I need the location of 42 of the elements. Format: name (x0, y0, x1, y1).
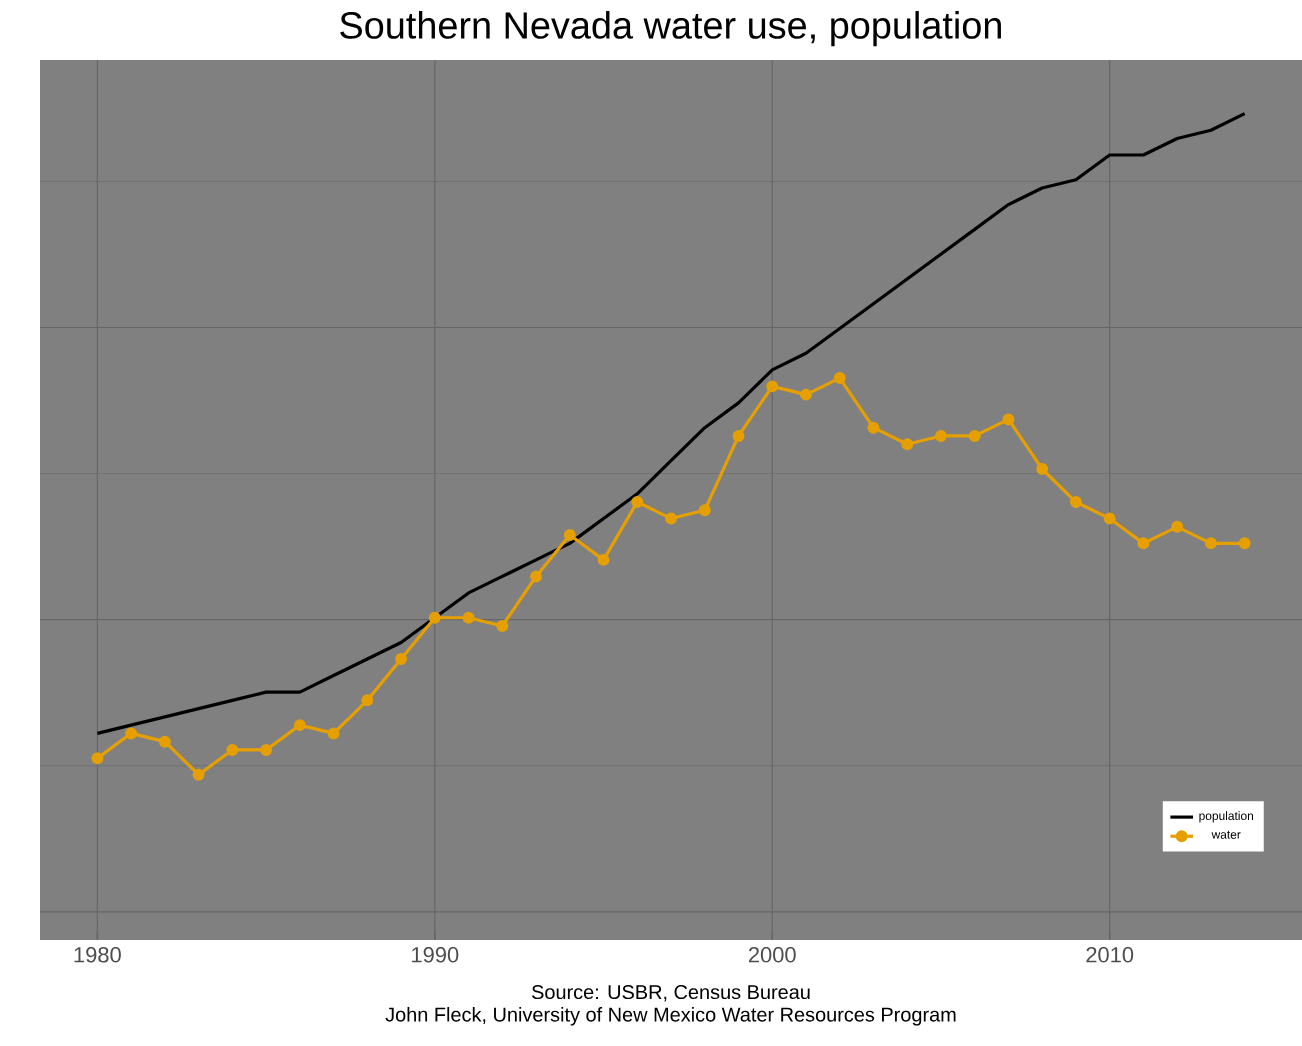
source-note: Source: USBR, Census Bureau (532, 985, 810, 1002)
point (631, 496, 644, 509)
x-tick-label: 1990 (412, 947, 459, 963)
point (1171, 520, 1184, 533)
x-tick-label: 1980 (74, 947, 121, 963)
point (158, 735, 171, 748)
point (125, 727, 138, 740)
point (732, 429, 745, 442)
point (766, 380, 779, 393)
point (91, 752, 104, 765)
point (462, 611, 475, 624)
point (1002, 413, 1015, 426)
point (428, 611, 441, 624)
point (361, 694, 374, 707)
point (192, 768, 205, 781)
point (934, 429, 947, 442)
x-tick-label: 2000 (748, 947, 796, 963)
point (867, 421, 880, 434)
point (395, 653, 408, 666)
point (665, 512, 677, 525)
point (293, 719, 306, 732)
point (1069, 496, 1082, 509)
point (226, 743, 239, 756)
x-tick-label: 2010 (1086, 947, 1134, 963)
point (901, 438, 914, 451)
chart-title: Southern Nevada water use, population (340, 11, 1001, 47)
point (800, 388, 812, 401)
point (968, 429, 981, 442)
point (1238, 537, 1251, 550)
point (260, 743, 273, 756)
point (1204, 537, 1217, 550)
text: John Fleck, University of New Mexico Water Resources Program (385, 1007, 956, 1026)
point (496, 619, 509, 632)
point (1036, 463, 1049, 475)
point (1103, 512, 1116, 525)
point (833, 372, 846, 385)
point (563, 529, 576, 542)
point (597, 553, 610, 566)
point (698, 504, 711, 517)
point (530, 570, 543, 583)
point (1137, 537, 1150, 550)
point (327, 727, 340, 740)
